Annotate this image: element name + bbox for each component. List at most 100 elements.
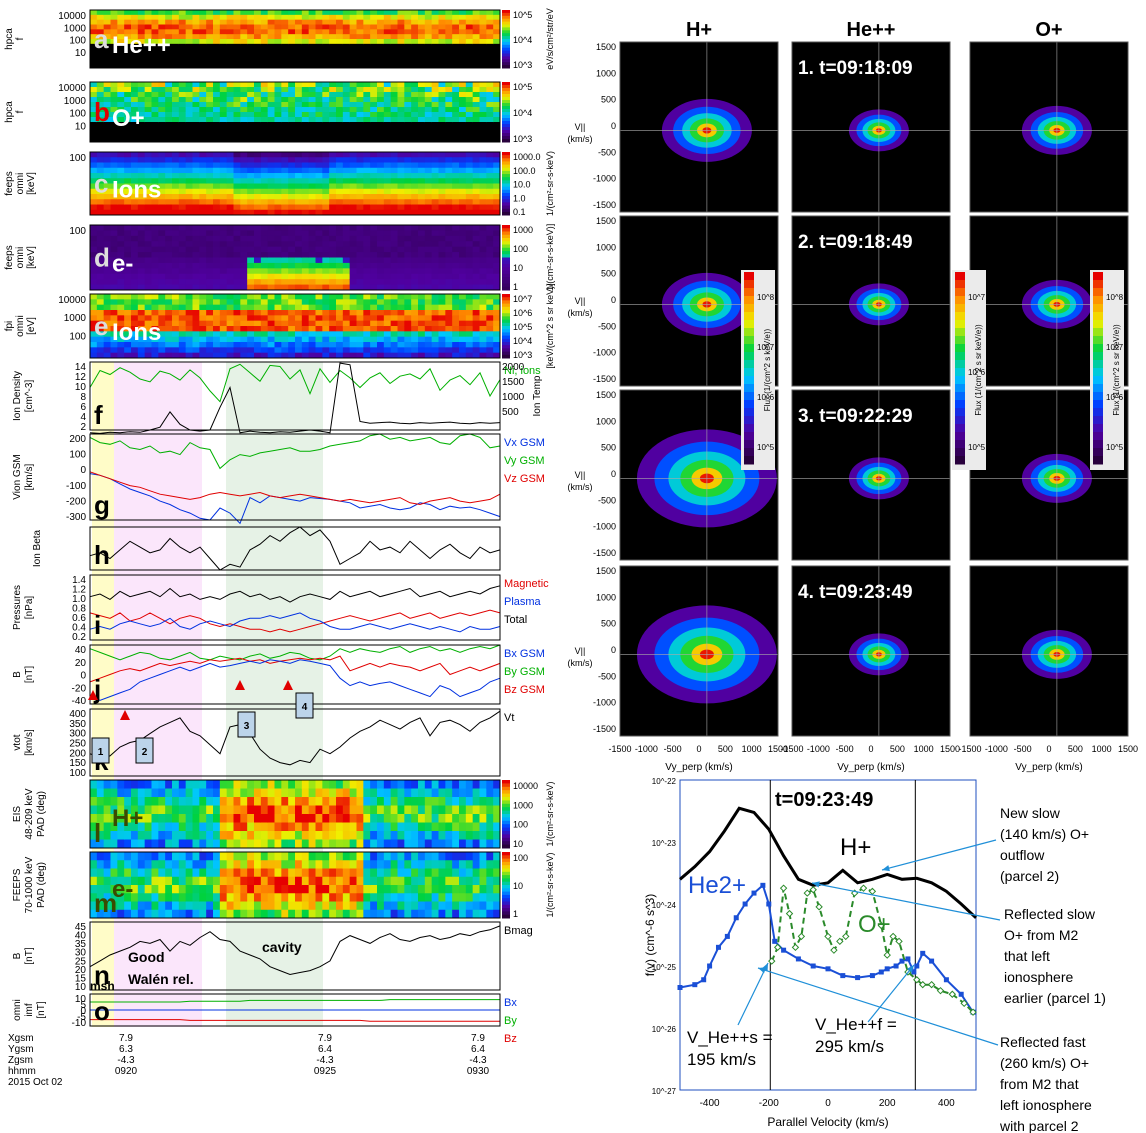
pad-cell (192, 876, 200, 886)
pad-cell (315, 868, 323, 878)
spectrogram-cell (438, 29, 446, 35)
spectrogram-cell (267, 294, 275, 300)
pad-cell (472, 822, 480, 832)
spectrogram-cell (288, 117, 296, 123)
spectrogram-cell (472, 235, 480, 242)
spectrogram-cell (363, 34, 371, 40)
colorbar-cell (502, 858, 510, 863)
pad-cell (158, 831, 166, 840)
spectrogram-cell (336, 122, 344, 128)
pad-cell (301, 909, 310, 919)
spectrogram-cell (288, 347, 296, 354)
pad-cell (219, 909, 228, 919)
spectrogram-cell (329, 102, 337, 108)
pad-cell (274, 805, 282, 815)
pad-cell (247, 814, 255, 823)
spectrogram-cell (158, 326, 166, 332)
spectrogram-cell (472, 246, 480, 253)
pad-cell (390, 788, 398, 798)
spectrogram-cell (431, 29, 439, 35)
spectrogram-cell (165, 352, 173, 359)
pad-cell (465, 797, 474, 806)
spectrogram-cell (315, 310, 323, 316)
spectrogram-cell (240, 152, 248, 158)
spectrogram-cell (165, 58, 173, 64)
pad-cell (315, 831, 323, 840)
spectrogram-cell (90, 310, 98, 316)
spectrogram-cell (390, 19, 398, 25)
spectrogram-cell (226, 137, 234, 143)
spectrogram-cell (445, 204, 453, 211)
colorbar-cell (502, 300, 510, 305)
spectrogram-cell (144, 320, 152, 327)
spectrogram-cell (110, 241, 118, 248)
spectrogram-cell (301, 336, 310, 343)
spectrogram-cell (383, 122, 392, 128)
pad-cell (342, 839, 351, 849)
spectrogram-cell (329, 152, 337, 158)
pad-cell (219, 901, 228, 911)
spectrogram-cell (137, 235, 146, 242)
spectrogram-cell (206, 117, 214, 123)
spectrogram-cell (390, 102, 398, 108)
pad-cell (165, 876, 173, 886)
spectrogram-cell (226, 43, 234, 50)
pad-cell (493, 909, 501, 919)
spectrogram-cell (452, 137, 460, 143)
spectrogram-cell (295, 199, 303, 205)
y-axis-label: omni (15, 173, 26, 195)
y-tick: -40 (72, 696, 87, 707)
spectrogram-cell (247, 152, 255, 158)
spectrogram-cell (424, 107, 433, 113)
spectrogram-cell (411, 19, 419, 25)
spectrogram-cell (158, 24, 166, 30)
spectrogram-cell (117, 43, 125, 50)
spectrogram-cell (342, 92, 351, 98)
spectrogram-cell (349, 304, 357, 311)
spectrogram-cell (370, 24, 378, 30)
spectrogram-cell (329, 183, 337, 190)
spectrogram-cell (151, 107, 159, 113)
spectrogram-cell (390, 167, 398, 174)
spectrogram-cell (445, 326, 453, 332)
spectrogram-cell (185, 257, 193, 264)
spectrogram-cell (226, 173, 234, 179)
pad-cell (288, 814, 296, 823)
spectrogram-cell (295, 34, 303, 40)
spectrogram-cell (377, 304, 385, 311)
spectrogram-cell (452, 352, 460, 359)
pad-cell (144, 885, 152, 894)
spectrogram-cell (103, 331, 111, 338)
spectrogram-cell (349, 347, 357, 354)
spectrogram-cell (199, 188, 207, 195)
spectrogram-cell (165, 310, 173, 316)
y-tick: -100 (66, 481, 86, 492)
spectrogram-cell (178, 157, 187, 163)
spectrogram-cell (192, 194, 200, 200)
spectrogram-cell (336, 92, 344, 98)
spectrogram-cell (96, 39, 105, 45)
spectrogram-cell (131, 284, 139, 291)
pad-cell (390, 839, 398, 849)
spectrogram-cell (370, 122, 378, 128)
spectrogram-cell (103, 273, 111, 280)
y-tick: 150 (69, 758, 86, 769)
spectrogram-cell (459, 183, 467, 190)
spectrogram-cell (315, 284, 323, 291)
x-col-value: -4.3 (316, 1055, 334, 1066)
spectrogram-cell (438, 310, 446, 316)
colorbar-tick: 10^3 (513, 60, 532, 70)
spectrogram-cell (172, 167, 180, 174)
pad-cell (404, 814, 412, 823)
spectrogram-cell (336, 14, 344, 21)
colorbar-cell (502, 196, 510, 200)
spectrogram-cell (308, 268, 316, 275)
spectrogram-cell (213, 152, 221, 158)
spectrogram-cell (445, 268, 453, 275)
spectrogram-cell (281, 342, 289, 348)
spectrogram-cell (226, 34, 234, 40)
pad-cell (431, 852, 439, 861)
spectrogram-cell (315, 225, 323, 231)
spectrogram-cell (397, 352, 405, 359)
